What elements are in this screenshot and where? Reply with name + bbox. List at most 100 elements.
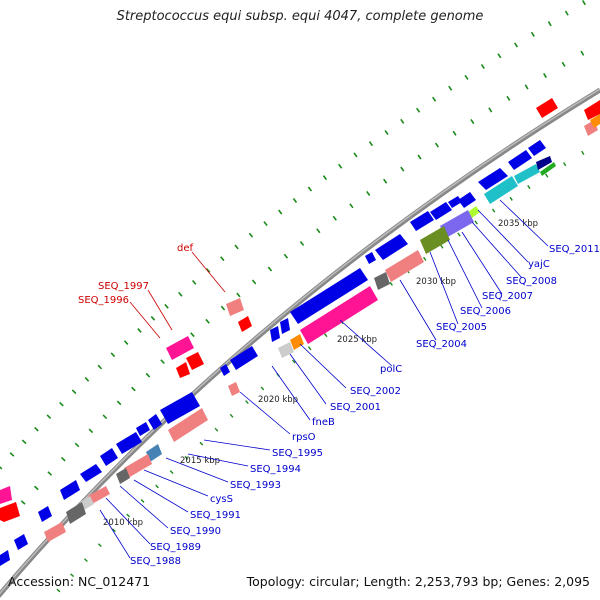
gene-block[interactable] (60, 480, 80, 500)
gene-label[interactable]: SEQ_1994 (250, 464, 301, 475)
gene-label[interactable]: SEQ_2001 (330, 402, 381, 413)
gene-label[interactable]: SEQ_1997 (98, 281, 149, 292)
gene-block[interactable] (484, 176, 518, 204)
gene-label[interactable]: cysS (210, 494, 233, 505)
gene-block[interactable] (420, 226, 450, 254)
tick-mark (137, 328, 142, 333)
tick-mark (97, 364, 103, 370)
tick-mark (205, 318, 210, 324)
gene-block[interactable] (0, 550, 10, 566)
gene-label[interactable]: fneB (312, 417, 335, 428)
gene-block[interactable] (290, 334, 304, 350)
gene-label[interactable]: SEQ_1990 (170, 526, 221, 537)
tick-mark (366, 190, 371, 196)
gene-block[interactable] (0, 502, 20, 522)
gene-block[interactable] (116, 432, 142, 454)
gene-label[interactable]: SEQ_1988 (130, 556, 181, 567)
gene-block[interactable] (230, 346, 258, 370)
gene-block[interactable] (528, 140, 546, 156)
gene-block[interactable] (540, 162, 556, 176)
gene-block[interactable] (38, 506, 52, 522)
gene-block[interactable] (375, 234, 408, 260)
tick-mark (145, 372, 151, 378)
gene-block[interactable] (88, 486, 110, 504)
gene-block[interactable] (584, 100, 600, 120)
gene-block[interactable] (136, 422, 150, 436)
gene-label[interactable]: polC (380, 364, 402, 375)
gene-block[interactable] (220, 364, 230, 376)
gene-label[interactable]: SEQ_1995 (272, 448, 323, 459)
tick-mark (389, 281, 393, 286)
gene-label[interactable]: def (177, 243, 194, 254)
gene-label[interactable]: yajC (528, 259, 550, 270)
gene-block[interactable] (365, 252, 376, 264)
tick-mark (155, 484, 159, 489)
gene-block[interactable] (440, 210, 474, 238)
gene-label[interactable]: SEQ_1996 (78, 295, 129, 306)
tick-mark (470, 119, 475, 125)
tick-mark (440, 244, 444, 249)
gene-block[interactable] (80, 464, 102, 482)
tick-mark (417, 154, 422, 160)
gene-block[interactable] (514, 164, 540, 184)
tick-mark (20, 500, 26, 505)
gene-block[interactable] (166, 336, 194, 360)
gene-label[interactable]: SEQ_2007 (482, 291, 533, 302)
gene-block[interactable] (44, 522, 66, 542)
gene-block[interactable] (0, 486, 12, 504)
tick-mark (34, 426, 39, 432)
gene-label[interactable]: SEQ_2006 (460, 306, 511, 317)
gene-label[interactable]: SEQ_1991 (190, 510, 241, 521)
gene-block[interactable] (176, 362, 190, 378)
gene-block[interactable] (536, 156, 552, 170)
gene-label[interactable]: SEQ_2011 (549, 244, 600, 255)
gene-block[interactable] (508, 150, 532, 170)
gene-block[interactable] (478, 168, 508, 190)
gene-block[interactable] (410, 211, 434, 231)
tick-mark (307, 346, 312, 351)
gene-label[interactable]: SEQ_2002 (350, 386, 401, 397)
gene-block[interactable] (280, 318, 290, 334)
gene-block[interactable] (186, 352, 204, 370)
gene-block[interactable] (290, 268, 368, 324)
gene-block[interactable] (458, 192, 476, 208)
scale-label: 2010 kbp (103, 518, 143, 528)
gene-block[interactable] (385, 250, 424, 282)
gene-block[interactable] (124, 454, 152, 478)
gene-block[interactable] (536, 98, 558, 118)
gene-block[interactable] (168, 408, 208, 442)
gene-block[interactable] (146, 444, 162, 462)
gene-block[interactable] (448, 196, 462, 208)
gene-block[interactable] (116, 468, 130, 484)
gene-block[interactable] (468, 206, 480, 218)
gene-block[interactable] (148, 414, 162, 430)
gene-block[interactable] (66, 502, 86, 524)
gene-block[interactable] (430, 202, 452, 220)
gene-label[interactable]: SEQ_1989 (150, 542, 201, 553)
gene-label[interactable]: SEQ_2005 (436, 322, 487, 333)
tick-mark (56, 588, 61, 593)
gene-block[interactable] (300, 286, 378, 344)
gene-block[interactable] (270, 326, 280, 342)
gene-block[interactable] (160, 392, 200, 424)
tick-mark (169, 470, 174, 474)
tick-mark (452, 130, 457, 136)
tick-mark (229, 413, 234, 418)
gene-block[interactable] (14, 534, 28, 550)
tick-mark (307, 186, 313, 192)
tick-mark (123, 340, 129, 345)
gene-block[interactable] (228, 382, 240, 396)
gene-block[interactable] (238, 316, 252, 332)
gene-label[interactable]: SEQ_2004 (416, 339, 467, 350)
gene-label[interactable]: SEQ_1993 (230, 480, 281, 491)
gene-label[interactable]: rpsO (292, 432, 316, 443)
gene-label[interactable]: SEQ_2008 (506, 276, 557, 287)
gene-block[interactable] (590, 114, 600, 128)
gene-block[interactable] (100, 448, 118, 466)
gene-block[interactable] (226, 298, 244, 316)
tick-mark (164, 303, 169, 309)
scale-label: 2035 kbp (498, 219, 538, 229)
gene-block[interactable] (374, 272, 390, 290)
tick-mark (563, 162, 567, 167)
